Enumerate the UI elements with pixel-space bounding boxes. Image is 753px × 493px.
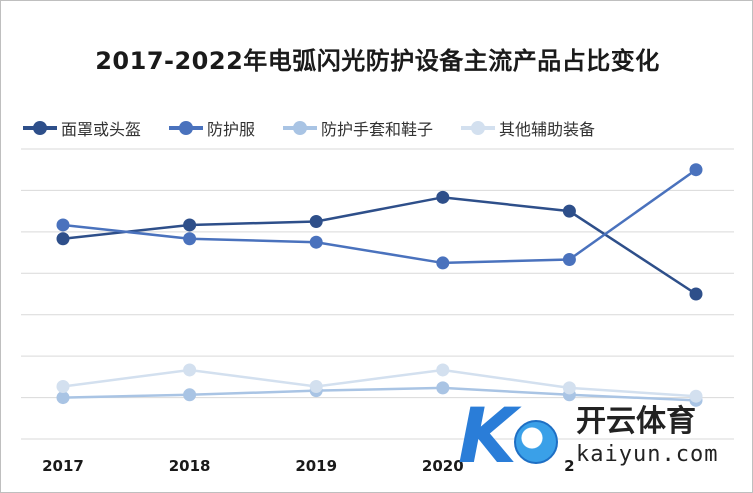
x-tick-label: 2018 xyxy=(169,457,211,475)
x-tick-label: 2 xyxy=(564,457,574,475)
data-point-series-0-2 xyxy=(309,215,323,228)
data-point-series-3-4 xyxy=(562,381,576,395)
legend-swatch-series-1 xyxy=(169,121,204,135)
data-point-series-3-3 xyxy=(436,363,450,377)
series-line-1 xyxy=(62,168,697,265)
data-point-series-3-1 xyxy=(183,363,197,377)
watermark-k-logo: K xyxy=(458,391,517,480)
data-point-series-3-5 xyxy=(689,389,703,403)
legend-swatch-series-2 xyxy=(283,121,318,135)
data-point-series-2-1 xyxy=(183,388,197,402)
soccer-ball-icon xyxy=(514,420,558,464)
data-point-series-2-3 xyxy=(436,381,450,395)
data-point-series-3-0 xyxy=(56,380,70,394)
x-tick-label: 2017 xyxy=(42,457,84,475)
legend-label-series-0: 面罩或头盔 xyxy=(61,120,142,139)
legend-label-series-1: 防护服 xyxy=(207,120,256,139)
series-line-2 xyxy=(62,386,697,402)
legend-item-series-1: 防护服 xyxy=(169,116,255,140)
legend-label-series-2: 防护手套和鞋子 xyxy=(321,120,434,139)
data-point-series-1-4 xyxy=(562,252,576,266)
data-point-series-3-2 xyxy=(309,380,323,394)
data-point-series-1-1 xyxy=(183,232,197,246)
legend-item-series-2: 防护手套和鞋子 xyxy=(283,116,433,140)
chart-title: 2017-2022年电弧闪光防护设备主流产品占比变化 xyxy=(95,47,660,75)
legend-swatch-series-3 xyxy=(461,121,496,135)
data-point-series-0-3 xyxy=(436,190,450,204)
legend-swatch-series-0 xyxy=(23,121,57,135)
data-point-series-1-3 xyxy=(436,256,450,270)
data-point-series-0-4 xyxy=(562,204,576,218)
watermark-url: kaiyun.com xyxy=(576,442,719,467)
data-point-series-1-0 xyxy=(56,218,70,232)
x-tick-label: 2019 xyxy=(295,457,337,475)
kaiyun-watermark: K 开云体育 kaiyun.com xyxy=(458,392,738,482)
data-point-series-0-5 xyxy=(689,287,703,301)
watermark-brand-name: 开云体育 xyxy=(576,404,696,439)
data-point-series-1-5 xyxy=(689,163,703,177)
legend-item-series-3: 其他辅助装备 xyxy=(461,116,595,140)
data-point-series-0-0 xyxy=(56,232,70,246)
legend-label-series-3: 其他辅助装备 xyxy=(499,120,596,139)
data-point-series-1-2 xyxy=(309,235,323,249)
legend-item-series-0: 面罩或头盔 xyxy=(23,116,141,140)
x-tick-label: 2020 xyxy=(422,457,464,475)
series-line-3 xyxy=(62,368,697,398)
data-point-series-2-0 xyxy=(56,391,70,405)
data-point-series-0-1 xyxy=(183,218,197,232)
chart-legend: 面罩或头盔 防护服 防护手套和鞋子 其他辅助装备 xyxy=(23,117,623,139)
series-line-0 xyxy=(62,196,697,296)
